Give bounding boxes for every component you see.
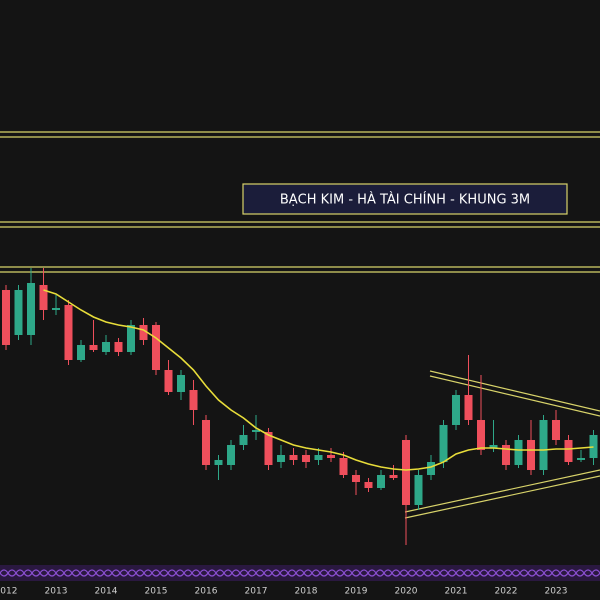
marks [2,268,598,545]
x-tick-label: 2016 [195,587,218,597]
candle-body [252,430,260,432]
candle-body [514,440,523,465]
candle-body [277,455,285,462]
candle-body [489,445,498,448]
bottom-strip [0,565,600,581]
candle-body [352,475,360,482]
candle-body [27,283,35,335]
x-tick-label: 2015 [145,587,168,597]
candle-body [114,342,123,352]
candle-body [577,458,585,460]
trend-line [429,375,600,417]
x-tick-label: 2023 [545,587,568,597]
candle-body [427,462,435,475]
title-frame [242,183,568,215]
candle-body [327,455,335,458]
trend-line [429,370,600,412]
candle-body [127,325,135,352]
candle-body [502,445,510,465]
moving-average [43,289,594,471]
x-tick-label: 2013 [45,587,68,597]
x-tick-label: 2021 [445,587,468,597]
candle-body [552,420,560,440]
candle-body [439,425,448,462]
chart-title: BẠCH KIM - HÀ TÀI CHÍNH - KHUNG 3M [280,192,530,208]
candle-body [402,440,410,505]
candle-body [364,482,373,488]
candle-body [452,395,460,425]
candle-body [202,420,210,465]
strip-band [0,565,600,581]
candle-body [564,440,573,462]
trend-line [404,475,600,519]
strip-wave [0,569,600,577]
candle-body [164,370,173,392]
candle-body [539,420,548,470]
candle-body [389,475,398,478]
candle-body [414,475,423,505]
candle-body [14,290,23,335]
x-tick-label: 2017 [245,587,268,597]
candle-body [264,432,273,465]
x-axis: 2012 2013 2014 2015 2016 2017 2018 2019 2020 2021… [0,587,567,597]
candle-body [464,395,473,420]
candle-body [377,475,385,488]
candle-body [527,440,535,470]
x-tick-label: 2018 [295,587,318,597]
candle-body [189,390,198,410]
candle-body [39,285,48,310]
candle-body [339,458,348,475]
x-tick-label: 2012 [0,587,17,597]
candle-body [152,325,160,370]
trend-line [404,469,600,513]
candle-body [102,342,110,352]
candle-body [64,305,73,360]
candle-body [52,308,60,310]
candle-body [2,290,10,345]
candle-body [139,325,148,340]
candle-body [77,345,85,360]
x-tick-label: 2014 [95,587,118,597]
candle-body [289,455,298,460]
x-tick-label: 2022 [495,587,518,597]
candle-body [177,375,185,392]
candle-body [477,420,485,450]
candle-body [89,345,98,350]
candle-body [302,455,310,462]
x-tick-label: 2020 [395,587,418,597]
candle-body [239,435,248,445]
candle-body [589,435,598,458]
title-box: BẠCH KIM - HÀ TÀI CHÍNH - KHUNG 3M [242,183,568,215]
x-tick-label: 2019 [345,587,368,597]
candle-body [227,445,235,465]
levels [0,131,600,519]
candle-body [214,460,223,465]
candle-body [314,455,323,460]
